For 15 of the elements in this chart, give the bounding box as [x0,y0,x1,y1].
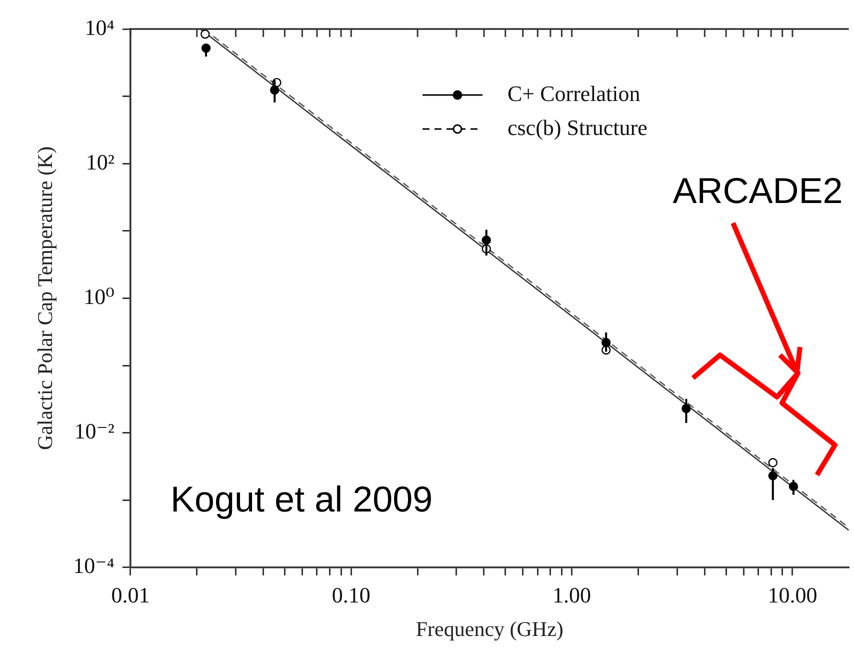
y-tick-label: 10⁴ [84,14,115,40]
annotation: Kogut et al 2009 [170,478,433,520]
y-tick-label: 10⁰ [84,284,115,309]
legend-label: csc(b) Structure [507,114,648,140]
x-tick-label: 10.00 [768,582,818,608]
x-axis-title: Frequency (GHz) [416,616,564,641]
y-axis-title: Galactic Polar Cap Temperature (K) [33,146,58,450]
y-tick-label: 10⁻⁴ [73,553,115,578]
x-tick-label: 1.00 [552,582,592,608]
y-tick-label: 10² [86,149,115,174]
x-tick-label: 0.01 [111,582,150,608]
x-tick-label: 0.10 [332,582,370,608]
annotation: ARCADE2 [672,170,843,211]
y-tick-label: 10⁻² [74,418,115,444]
legend-label: C+ Correlation [507,80,640,106]
